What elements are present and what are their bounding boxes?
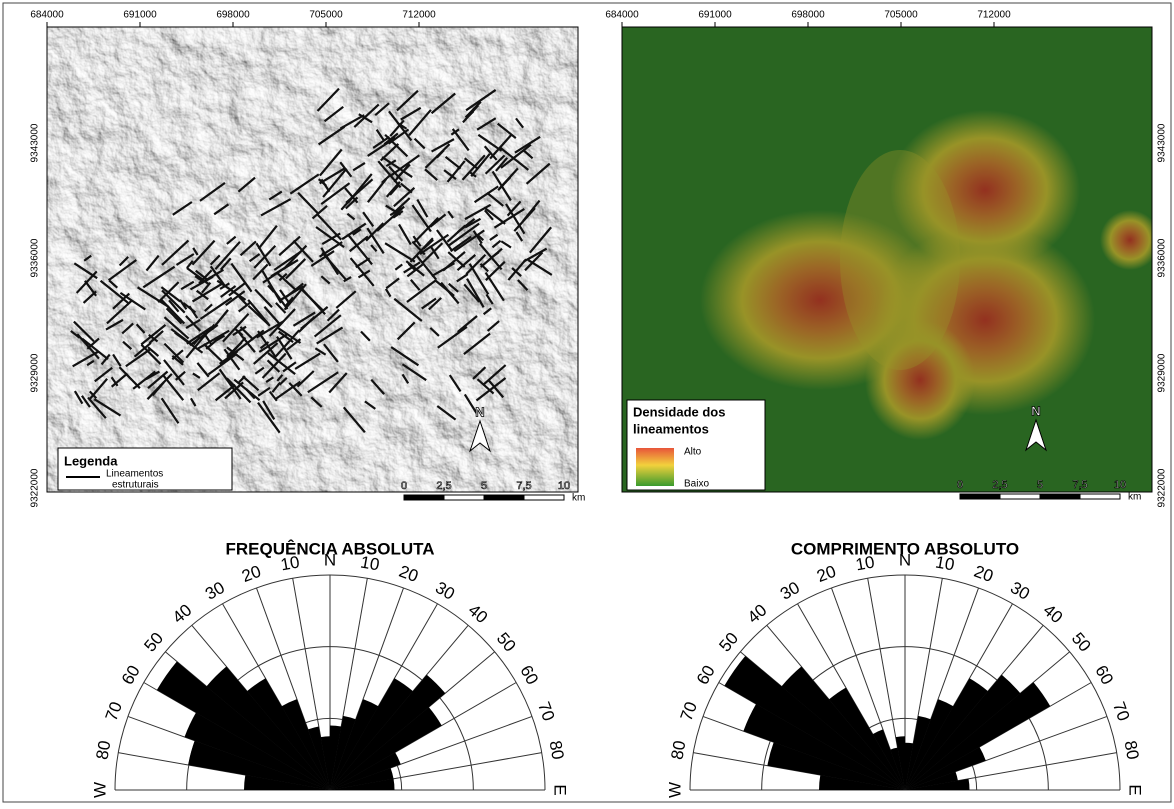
legend-title: Densidade dos [633,404,725,419]
direction-label: N [324,550,336,569]
direction-label: 20 [397,562,421,586]
direction-label: 40 [169,600,196,627]
north-label: N [1031,403,1040,418]
x-tick-label: 705000 [309,10,343,21]
direction-label: N [899,550,911,569]
north-label: N [475,404,484,419]
x-tick-label: 705000 [884,10,918,21]
direction-label: 70 [1109,699,1133,723]
scale-label: 7,5 [516,480,531,492]
direction-label: 10 [279,552,301,574]
direction-label: 50 [715,629,742,656]
scale-label: 2,5 [992,479,1007,491]
x-tick-label: 684000 [30,10,64,21]
y-tick-label: 9322000 [1157,468,1168,507]
direction-label: 70 [102,699,126,723]
y-tick-label: 9329000 [1157,353,1168,392]
direction-label: 80 [92,739,114,761]
y-tick-label: 9336000 [1157,238,1168,277]
direction-label: 50 [1068,629,1095,656]
x-tick-label: 698000 [791,10,825,21]
legend-title: lineamentos [633,421,709,436]
direction-label: 80 [546,739,568,761]
direction-label: E [1126,784,1145,795]
scale-segment [404,495,444,500]
direction-label: 60 [1091,662,1117,688]
direction-label: 60 [118,662,144,688]
legend-title: Legenda [64,453,118,468]
direction-label: W [665,782,684,798]
scale-unit: km [1128,492,1141,503]
direction-label: 30 [202,578,228,604]
scale-label: 7,5 [1072,479,1087,491]
direction-label: 80 [1121,739,1143,761]
y-tick-label: 9343000 [30,123,41,162]
x-tick-label: 698000 [216,10,250,21]
direction-label: 60 [693,662,719,688]
legend-text: Lineamentos [106,469,163,480]
legend-text: Alto [684,447,702,458]
x-tick-label: 684000 [605,10,639,21]
scale-label: 10 [1114,479,1126,491]
scale-segment [1040,494,1080,499]
direction-label: 20 [972,562,996,586]
direction-label: 40 [744,600,771,627]
x-tick-label: 712000 [977,10,1011,21]
y-tick-label: 9329000 [30,353,41,392]
scale-segment [484,495,524,500]
direction-label: 70 [677,699,701,723]
scale-label: 5 [481,480,487,492]
direction-label: 30 [432,578,458,604]
direction-label: 20 [814,562,838,586]
scale-segment [960,494,1000,499]
direction-label: 20 [239,562,263,586]
y-tick-label: 9322000 [30,468,41,507]
direction-label: 50 [140,629,167,656]
direction-label: 80 [667,739,689,761]
direction-label: 50 [493,629,520,656]
legend-text: Baixo [684,479,709,490]
scale-segment [1000,494,1040,499]
x-tick-label: 691000 [123,10,157,21]
direction-label: 10 [854,552,876,574]
direction-label: 10 [934,552,956,574]
x-tick-label: 712000 [402,10,436,21]
direction-label: 70 [534,699,558,723]
scale-segment [1080,494,1120,499]
direction-label: 30 [777,578,803,604]
scale-label: 0 [401,480,407,492]
scale-unit: km [572,493,585,504]
legend-text: estruturais [112,480,159,491]
direction-label: 30 [1007,578,1033,604]
x-tick-label: 691000 [698,10,732,21]
direction-label: W [90,782,109,798]
scale-segment [524,495,564,500]
direction-label: E [551,784,570,795]
direction-label: 40 [464,600,491,627]
y-tick-label: 9343000 [1157,123,1168,162]
direction-label: 40 [1039,600,1066,627]
figure: Legenda Lineamentos estruturais Densidad… [0,0,1174,804]
direction-label: 10 [359,552,381,574]
scale-label: 5 [1037,479,1043,491]
scale-segment [444,495,484,500]
direction-label: 60 [516,662,542,688]
scale-label: 0 [957,479,963,491]
y-tick-label: 9336000 [30,238,41,277]
scale-label: 10 [558,480,570,492]
legend-ramp [636,448,674,486]
scale-label: 2,5 [436,480,451,492]
